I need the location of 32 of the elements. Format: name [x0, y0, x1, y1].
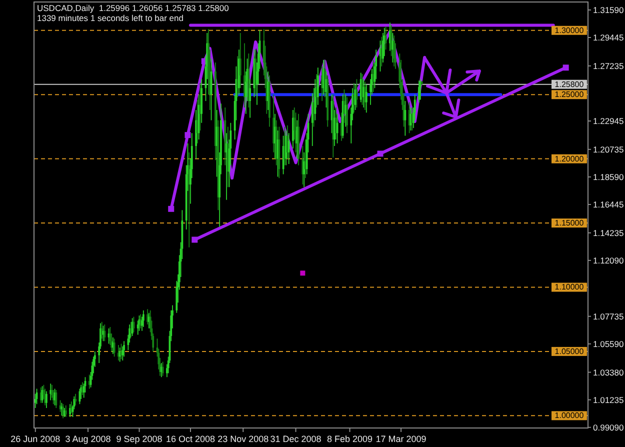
- x-tick-label: 17 Mar 2009: [376, 434, 426, 444]
- y-tick-label: 1.22945: [593, 116, 624, 126]
- y-tick-label: 1.05590: [593, 338, 624, 349]
- ref-line-label: 1.20000: [554, 154, 584, 164]
- y-tick-label: 1.14235: [593, 228, 624, 238]
- y-tick-label: 0.99090: [593, 422, 624, 432]
- x-tick-label: 16 Oct 2008: [166, 434, 216, 444]
- x-tick-label: 31 Dec 2008: [270, 434, 322, 444]
- y-tick-label: 1.29445: [593, 32, 624, 43]
- y-tick-label: 1.31590: [593, 4, 624, 15]
- y-tick-label: 1.16445: [593, 199, 624, 210]
- ref-line-label: 1.15000: [554, 218, 584, 228]
- ref-line-label: 1.30000: [554, 26, 584, 35]
- y-tick-label: 1.27235: [593, 60, 624, 71]
- ref-line-label: 1.10000: [554, 282, 584, 292]
- text: 1339 minutes 1 seconds left to bar end: [37, 13, 184, 23]
- y-tick-label: 1.18590: [593, 172, 624, 182]
- y-tick-label: 1.12090: [593, 255, 624, 266]
- x-tick-label: 23 Nov 2008: [218, 434, 269, 444]
- y-tick-label: 1.03380: [593, 367, 624, 378]
- x-tick-label: 3 Aug 2008: [65, 434, 111, 444]
- ref-line-label: 1.25800: [554, 80, 584, 89]
- y-tick-label: 1.20735: [593, 144, 624, 154]
- x-tick-label: 9 Sep 2008: [116, 434, 162, 444]
- chart-title: USDCAD,Daily 1.25996 1.26056 1.25783 1.25800: [37, 3, 230, 13]
- y-tick-label: 1.07735: [593, 311, 624, 322]
- ref-line-label: 1.00000: [554, 411, 584, 420]
- x-tick-label: 26 Jun 2008: [10, 434, 60, 444]
- ref-line-label: 1.05000: [554, 346, 584, 356]
- y-tick-label: 1.01235: [593, 394, 624, 405]
- ref-line-label: 1.25000: [554, 90, 584, 100]
- x-tick-label: 8 Feb 2009: [327, 434, 373, 444]
